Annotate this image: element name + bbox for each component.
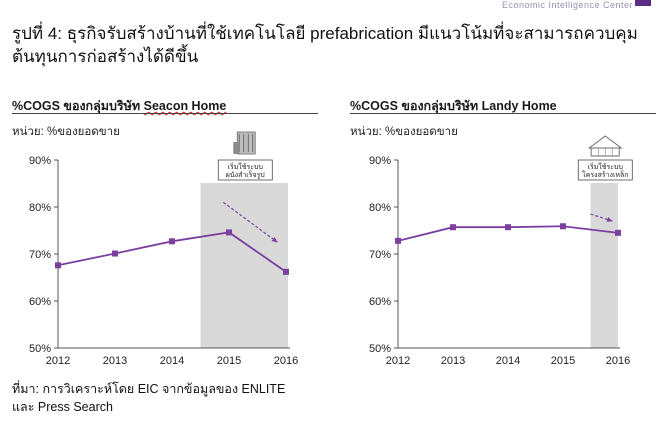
seacon-y-tick-label: 60% [29,296,51,308]
figure-title: รูปที่ 4: ธุรกิจรับสร้างบ้านที่ใช้เทคโนโ… [12,22,652,68]
left-chart-title-prefix: %COGS ของกลุ่มบริษัท [12,99,144,113]
left-title-rule [12,113,318,114]
seacon-x-tick-label: 2014 [160,355,184,367]
figure-title-line1: รูปที่ 4: ธุรกิจรับสร้างบ้านที่ใช้เทคโนโ… [12,24,638,43]
wall-panel-icon [233,131,256,155]
seacon-annotation-line1: เริ่มใช้ระบบ [228,162,263,171]
seacon-x-tick-label: 2015 [217,355,241,367]
seacon-data-point [55,262,61,269]
source-note: ที่มา: การวิเคราะห์โดย EIC จากข้อมูลของ … [12,380,285,416]
right-title-rule [350,113,656,114]
figure-title-line2: ต้นทุนการก่อสร้างได้ดีขึ้น [12,47,199,66]
seacon-data-point [169,238,175,245]
right-unit-label: หน่วย: %ของยอดขาย [350,126,458,138]
seacon-annotation-line2: ผนังสำเร็จรูป [226,170,266,179]
seacon-y-tick-label: 50% [29,343,51,355]
seacon-y-tick-label: 90% [29,155,51,167]
right-chart-title-prefix: %COGS ของกลุ่มบริษัท [350,99,482,113]
seacon-x-tick-label: 2013 [103,355,127,367]
left-chart-title: %COGS ของกลุ่มบริษัท Seacon Home [12,96,226,116]
seacon-x-tick-label: 2016 [274,355,298,367]
seacon-data-point [226,229,232,236]
left-chart-title-company: Seacon Home [143,99,227,113]
brand-block [635,0,651,6]
seacon-highlight-region [200,183,288,348]
seacon-y-tick-label: 70% [29,249,51,261]
left-unit-label: หน่วย: %ของยอดขาย [12,126,120,138]
seacon-y-tick-label: 80% [29,202,51,214]
seacon-data-point [112,250,118,257]
header-fragment: Economic Intelligence Center [501,0,633,10]
seacon-trend-arrowhead [271,236,278,243]
right-chart-title: %COGS ของกลุ่มบริษัท Landy Home [350,96,557,116]
seacon-data-point [283,268,289,275]
seacon-x-tick-label: 2012 [46,355,70,367]
seacon-annotation-box [217,159,273,181]
right-chart-title-company: Landy Home [481,99,557,113]
source-line1: ที่มา: การวิเคราะห์โดย EIC จากข้อมูลของ … [12,382,286,396]
seacon-trend-arrow [222,201,278,243]
source-line2: และ Press Search [12,400,113,414]
